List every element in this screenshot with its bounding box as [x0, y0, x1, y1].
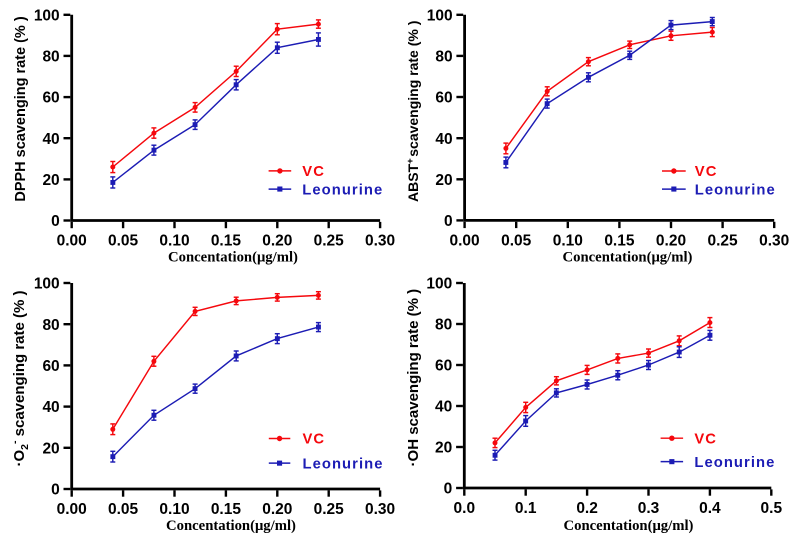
- svg-text:100: 100: [34, 276, 60, 293]
- svg-text:0.00: 0.00: [57, 501, 87, 518]
- svg-text:60: 60: [42, 358, 59, 375]
- svg-text:Leonurine: Leonurine: [302, 182, 383, 198]
- svg-text:0.10: 0.10: [553, 232, 583, 249]
- svg-text:0.25: 0.25: [314, 501, 345, 518]
- svg-text:0.20: 0.20: [262, 501, 292, 518]
- svg-text:Concentation(μg/ml): Concentation(μg/ml): [564, 518, 694, 534]
- svg-text:Concentation(μg/ml): Concentation(μg/ml): [563, 250, 693, 266]
- svg-text:DPPH scavenging rate (% ): DPPH scavenging rate (% ): [13, 16, 29, 201]
- svg-text:0.15: 0.15: [604, 232, 635, 249]
- svg-text:0.0: 0.0: [454, 500, 476, 517]
- svg-text:0.05: 0.05: [501, 232, 532, 249]
- svg-text:0.15: 0.15: [211, 233, 242, 250]
- svg-text:0.4: 0.4: [699, 500, 721, 517]
- svg-text:0.1: 0.1: [515, 500, 537, 517]
- svg-text:Leonurine: Leonurine: [303, 456, 384, 472]
- svg-text:0.5: 0.5: [761, 500, 783, 517]
- svg-text:0.2: 0.2: [576, 500, 598, 517]
- svg-text:80: 80: [435, 49, 452, 66]
- svg-text:0.25: 0.25: [708, 232, 739, 249]
- svg-text:0: 0: [51, 482, 60, 499]
- svg-text:60: 60: [42, 90, 59, 107]
- svg-text:0.20: 0.20: [262, 233, 292, 250]
- svg-text:0.15: 0.15: [211, 501, 242, 518]
- svg-text:Concentation(μg/ml): Concentation(μg/ml): [166, 518, 296, 534]
- svg-text:·OH scavenging rate (% ): ·OH scavenging rate (% ): [405, 289, 422, 467]
- svg-text:0.10: 0.10: [159, 501, 189, 518]
- svg-text:0.3: 0.3: [638, 500, 660, 517]
- svg-text:0: 0: [51, 213, 60, 230]
- svg-text:0.30: 0.30: [365, 501, 395, 518]
- svg-text:Concentation(μg/ml): Concentation(μg/ml): [168, 250, 298, 266]
- svg-text:60: 60: [435, 358, 452, 375]
- svg-text:VC: VC: [695, 164, 718, 180]
- svg-text:60: 60: [435, 90, 452, 107]
- svg-text:0.30: 0.30: [759, 232, 789, 249]
- svg-text:20: 20: [42, 440, 59, 457]
- svg-text:VC: VC: [694, 431, 717, 447]
- svg-text:0.00: 0.00: [57, 233, 87, 250]
- svg-text:80: 80: [42, 317, 59, 334]
- svg-text:100: 100: [427, 7, 453, 24]
- svg-text:100: 100: [34, 7, 60, 24]
- svg-text:VC: VC: [303, 432, 326, 448]
- svg-text:Leonurine: Leonurine: [695, 182, 776, 198]
- svg-text:80: 80: [435, 317, 452, 334]
- svg-text:100: 100: [426, 276, 452, 293]
- svg-text:0.00: 0.00: [450, 232, 480, 249]
- svg-text:20: 20: [42, 172, 59, 189]
- svg-text:0: 0: [444, 481, 453, 498]
- svg-text:0.10: 0.10: [159, 233, 189, 250]
- svg-text:0.05: 0.05: [108, 233, 139, 250]
- svg-text:0.30: 0.30: [365, 233, 395, 250]
- svg-text:40: 40: [435, 131, 452, 148]
- svg-text:·O2- scavenging rate (% ): ·O2- scavenging rate (% ): [9, 290, 31, 466]
- svg-text:Leonurine: Leonurine: [694, 455, 775, 471]
- svg-text:0.05: 0.05: [108, 501, 139, 518]
- svg-text:0.25: 0.25: [314, 233, 345, 250]
- svg-text:0.20: 0.20: [656, 232, 686, 249]
- svg-text:40: 40: [435, 399, 452, 416]
- svg-text:20: 20: [435, 172, 452, 189]
- svg-text:20: 20: [435, 440, 452, 457]
- svg-text:0: 0: [444, 213, 453, 230]
- svg-text:40: 40: [42, 399, 59, 416]
- svg-text:40: 40: [42, 131, 59, 148]
- svg-text:VC: VC: [302, 164, 325, 180]
- svg-text:80: 80: [42, 49, 59, 66]
- svg-text:ABST+scavenging rate (% ): ABST+scavenging rate (% ): [405, 21, 421, 202]
